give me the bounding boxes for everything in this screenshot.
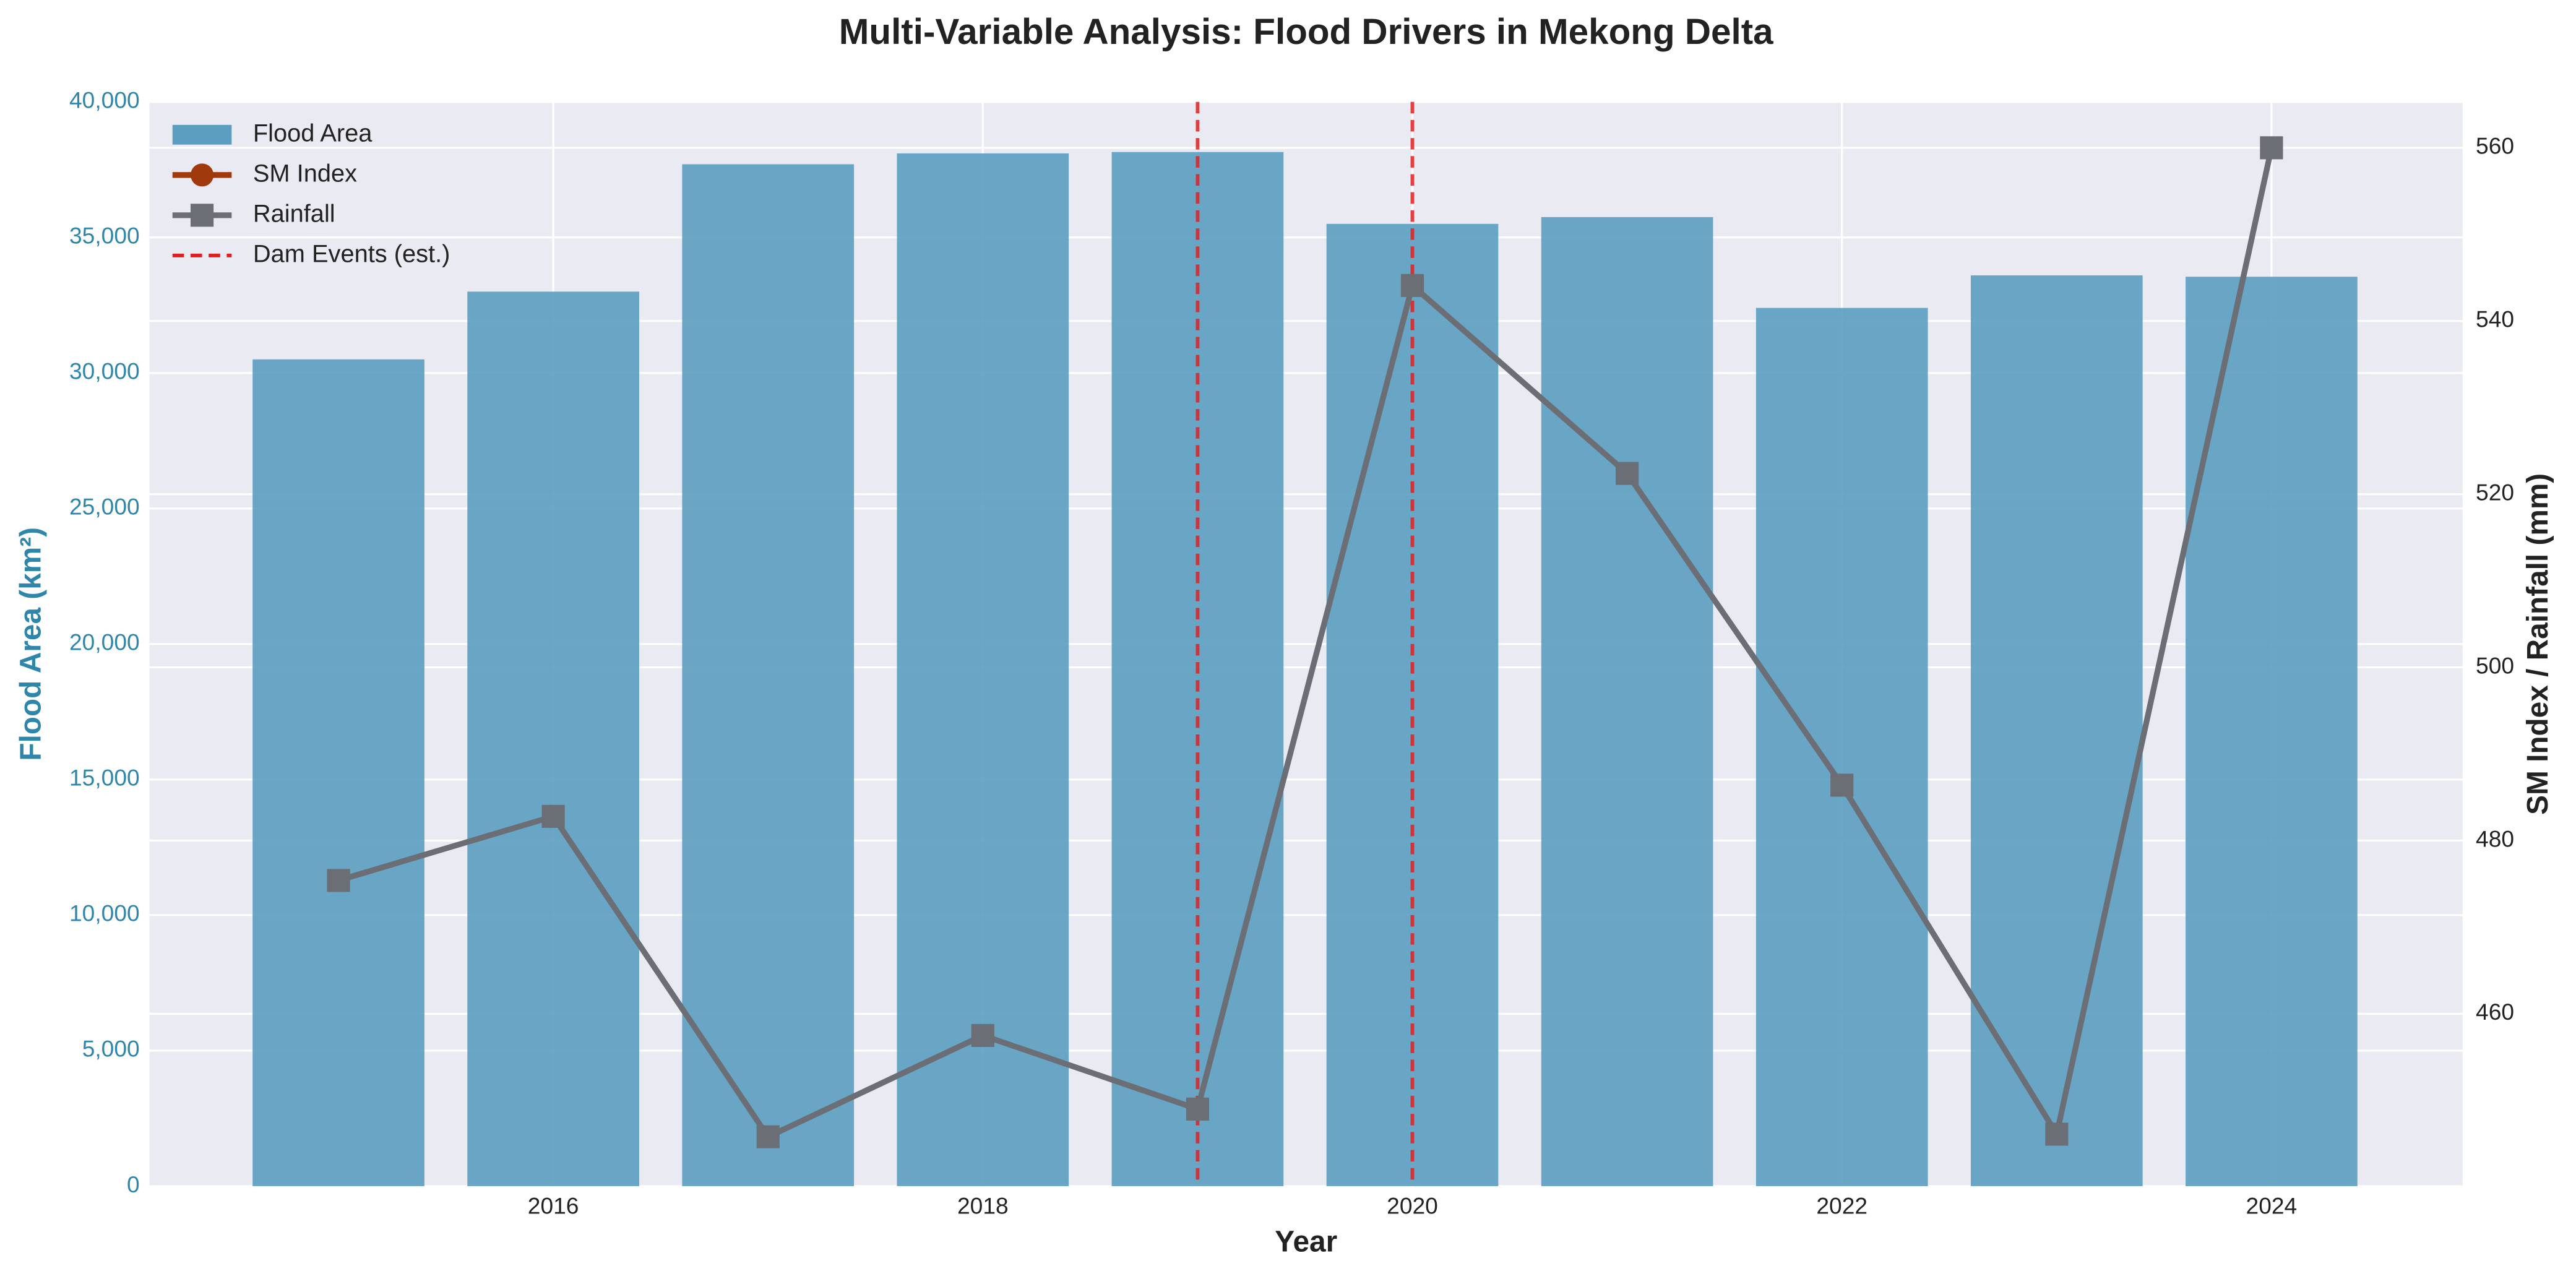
y2-axis-label: SM Index / Rainfall (mm)	[2522, 473, 2554, 815]
y2-tick-label: 500	[2476, 652, 2514, 678]
bar	[2186, 277, 2358, 1186]
x-tick-label: 2020	[1387, 1192, 1438, 1218]
legend-label: SM Index	[253, 160, 357, 187]
chart-title: Multi-Variable Analysis: Flood Drivers i…	[839, 12, 1773, 52]
legend-label: Flood Area	[253, 119, 373, 147]
y-tick-label: 30,000	[69, 358, 140, 384]
y2-tick-label: 480	[2476, 825, 2514, 851]
bar	[682, 164, 855, 1186]
bar	[897, 153, 1069, 1186]
y2-tick-label: 560	[2476, 133, 2514, 159]
legend-swatch	[172, 124, 232, 145]
point	[541, 804, 565, 828]
point	[1616, 462, 1639, 485]
legend-marker	[190, 204, 214, 227]
bar	[1755, 308, 1928, 1186]
y-axis-label: Flood Area (km²)	[15, 527, 48, 761]
y2-tick-label: 520	[2476, 479, 2514, 505]
y-tick-label: 0	[127, 1171, 140, 1197]
y-tick-label: 10,000	[69, 900, 140, 926]
y-tick-label: 20,000	[69, 629, 140, 655]
bar	[1541, 217, 1713, 1186]
legend-marker	[190, 163, 214, 187]
y-tick-label: 35,000	[69, 223, 140, 249]
x-tick-label: 2022	[1816, 1192, 1867, 1218]
x-axis-label: Year	[1275, 1225, 1337, 1258]
y2-tick-label: 540	[2476, 306, 2514, 332]
point	[756, 1125, 780, 1148]
point	[1186, 1097, 1210, 1121]
y-tick-label: 15,000	[69, 765, 140, 791]
y-tick-label: 25,000	[69, 494, 140, 520]
bar	[252, 359, 424, 1186]
x-tick-label: 2016	[528, 1192, 579, 1218]
y2-tick-label: 460	[2476, 999, 2514, 1025]
point	[2045, 1122, 2069, 1146]
bar	[467, 291, 639, 1186]
line	[337, 147, 2275, 1142]
x-tick-label: 2024	[2246, 1192, 2298, 1218]
point	[1830, 773, 1854, 797]
point	[1400, 273, 1424, 297]
x-tick-label: 2018	[957, 1192, 1009, 1218]
legend-label: Rainfall	[253, 200, 335, 227]
bar	[1970, 275, 2143, 1186]
legend-label: Dam Events (est.)	[253, 240, 450, 267]
point	[971, 1023, 994, 1047]
y-tick-label: 40,000	[69, 87, 140, 113]
y-tick-label: 5,000	[82, 1036, 140, 1062]
point	[327, 869, 350, 892]
point	[2260, 136, 2283, 160]
